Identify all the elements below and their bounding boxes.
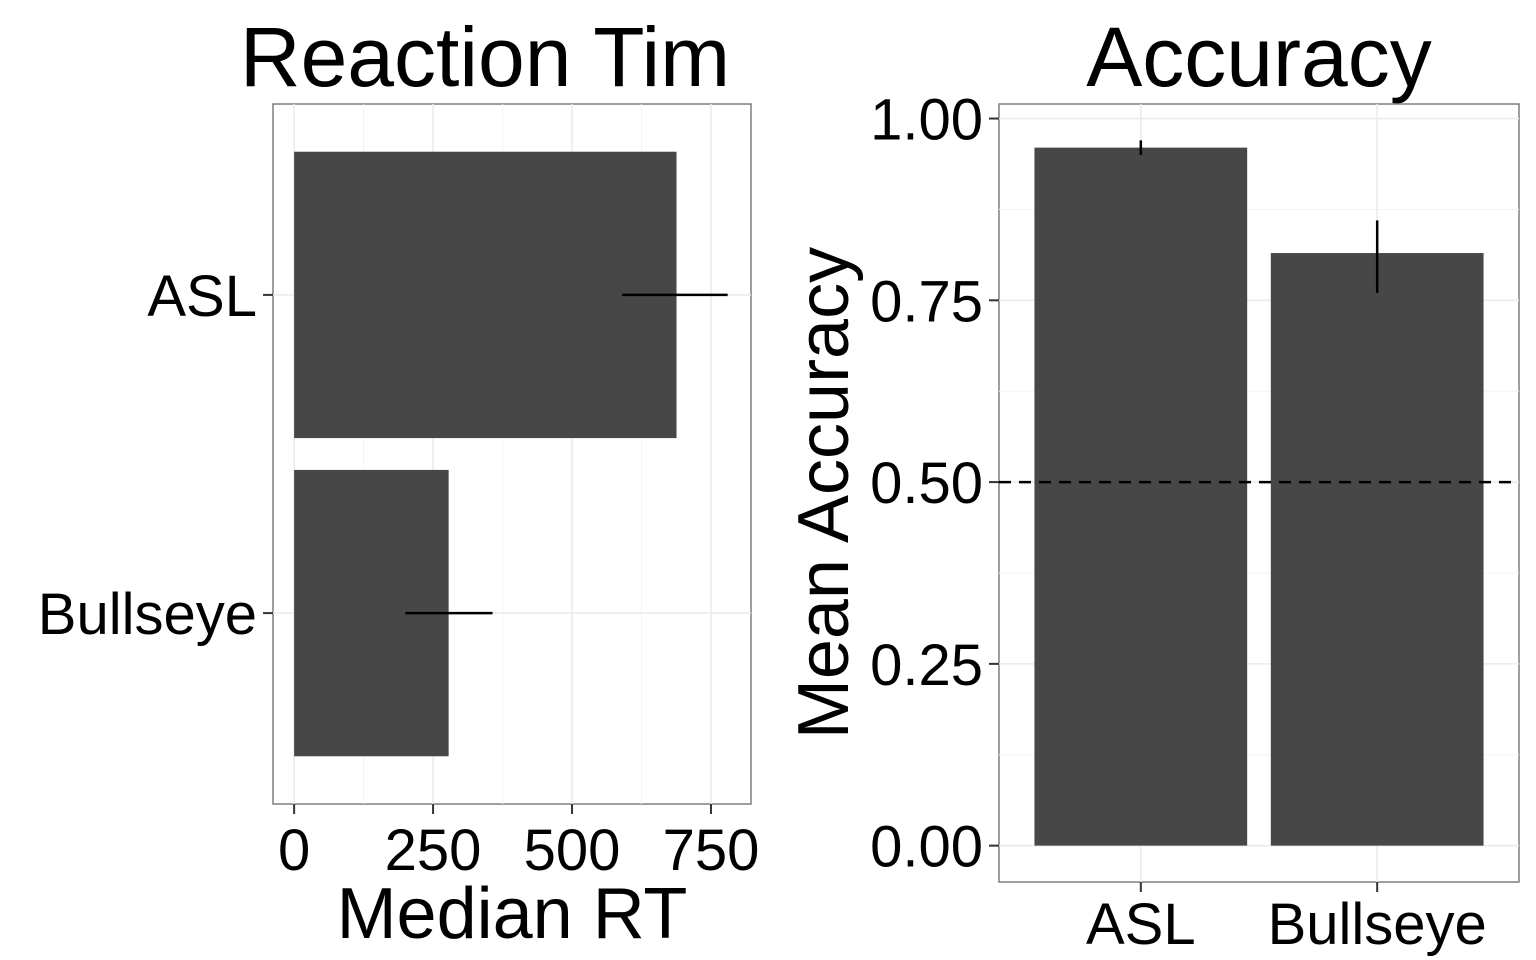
reaction-time-panel: Reaction Tim 0 250 500 750 ASL Bullseye Medi… [38,10,760,954]
rt-y-tick-label-asl: ASL [147,264,257,329]
acc-y-tick-label: 0.00 [870,815,983,880]
acc-y-axis-title: Mean Accuracy [784,247,864,739]
acc-y-tick-label: 0.25 [870,633,983,698]
rt-x-tick-label: 250 [385,818,482,883]
acc-x-tick-label-asl: ASL [1086,892,1196,957]
rt-x-tick-label: 0 [278,818,310,883]
acc-x-tick-label-bullseye: Bullseye [1268,892,1487,957]
rt-x-tick-label: 500 [524,818,621,883]
rt-chart-title: Reaction Tim [240,10,730,104]
rt-x-tick-label: 750 [663,818,760,883]
acc-y-tick-label: 0.75 [870,269,983,334]
acc-bar-bullseye [1270,253,1484,846]
acc-y-tick-label: 0.50 [870,451,983,516]
acc-bar-asl [1034,147,1248,846]
rt-x-axis-title: Median RT [337,874,688,954]
accuracy-panel: Accuracy 0.00 0.25 0.50 0.75 1.00 ASL Bullsey… [784,10,1520,957]
acc-chart-title: Accuracy [1086,10,1431,104]
rt-bar-asl [294,151,677,439]
acc-y-tick-label: 1.00 [870,88,983,153]
rt-y-tick-label-bullseye: Bullseye [38,582,257,647]
